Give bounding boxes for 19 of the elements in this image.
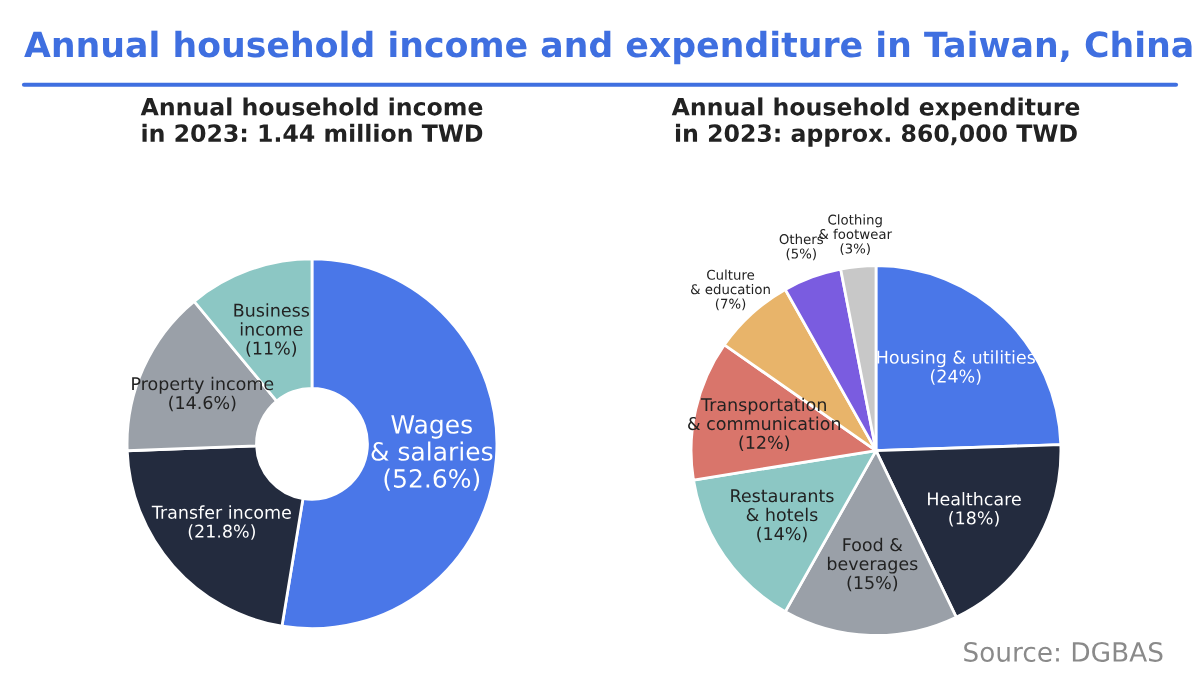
data-label: (11%) — [246, 341, 297, 357]
data-label: (14.6%) — [169, 395, 236, 412]
data-label: (12%) — [739, 435, 789, 452]
data-label: (14%) — [757, 526, 807, 543]
data-label: (24%) — [930, 369, 981, 385]
slice-label: Transfer income — [151, 505, 291, 519]
chart-title: Annual household income in 2023: 1.44 million TWD — [140, 97, 483, 143]
source-note: Source: DGBAS — [964, 641, 1163, 662]
chart-title: Annual household expenditure in 2023: approx. 860,000 TWD — [671, 97, 1080, 147]
slice-label: Business income — [234, 303, 310, 336]
slice-label: Restaurants & hotels — [731, 489, 834, 522]
data-label: (15%) — [847, 575, 898, 592]
data-label: (18%) — [949, 511, 999, 527]
slice-label: Healthcare — [928, 492, 1021, 506]
slice-label: Wages & salaries — [371, 415, 493, 461]
data-label: (52.6%) — [384, 468, 480, 491]
slice-label: Food & beverages — [827, 537, 918, 574]
data-label: (21.8%) — [188, 524, 255, 540]
text: Annual household income and expenditure in Taiwan, China — [24, 30, 1192, 65]
